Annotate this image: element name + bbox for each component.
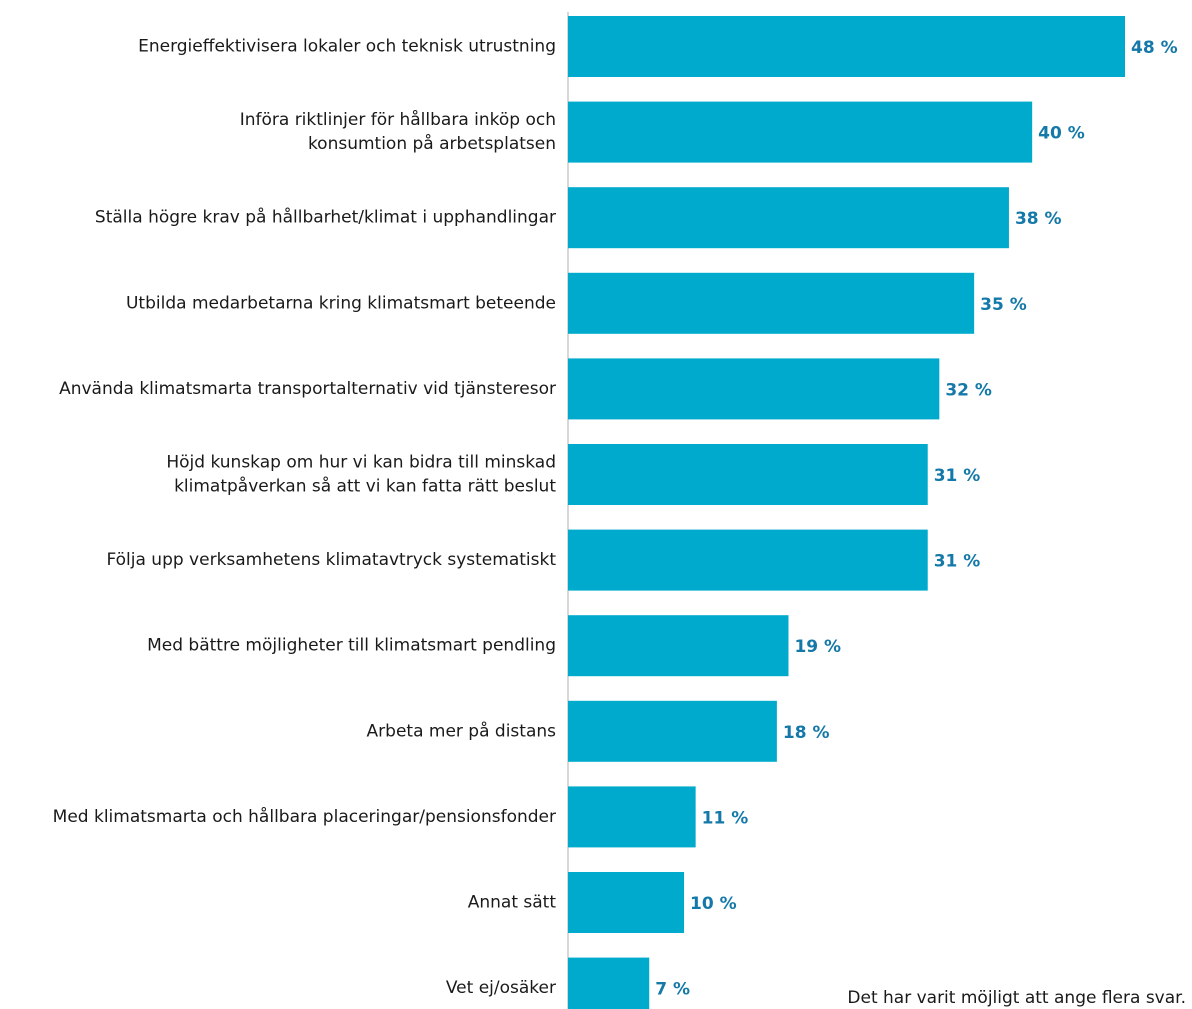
- value-label-1: 48 %: [1131, 38, 1178, 58]
- category-label-2: Införa riktlinjer för hållbara inköp och…: [240, 109, 556, 154]
- bar-6: [568, 444, 928, 505]
- category-labels-group: Energieffektivisera lokaler och teknisk …: [53, 37, 557, 999]
- bar-4: [568, 272, 975, 334]
- bar-7: [568, 529, 928, 591]
- value-label-9: 18 %: [783, 723, 830, 743]
- bar-5: [568, 358, 940, 420]
- category-label-11: Annat sätt: [468, 893, 557, 913]
- value-label-2: 40 %: [1038, 124, 1085, 144]
- value-label-8: 19 %: [794, 637, 841, 657]
- category-label-5: Använda klimatsmarta transportalternativ…: [59, 379, 556, 399]
- value-label-11: 10 %: [690, 894, 737, 914]
- category-label-8: Med bättre möjligheter till klimatsmart …: [147, 636, 556, 656]
- category-label-1: Energieffektivisera lokaler och teknisk …: [138, 37, 556, 57]
- bar-1: [568, 16, 1125, 77]
- value-label-12: 7 %: [655, 980, 690, 1000]
- bar-12: [568, 957, 650, 1009]
- bar-3: [568, 187, 1009, 249]
- category-label-3: Ställa högre krav på hållbarhet/klimat i…: [95, 207, 556, 228]
- bars-group: [568, 16, 1125, 1009]
- value-label-10: 11 %: [702, 808, 749, 828]
- bar-10: [568, 786, 696, 848]
- category-label-9: Arbeta mer på distans: [367, 720, 557, 741]
- footnote: Det har varit möjligt att ange flera sva…: [847, 988, 1186, 1008]
- category-label-6: Höjd kunskap om hur vi kan bidra till mi…: [166, 453, 556, 497]
- value-label-6: 31 %: [934, 466, 981, 486]
- value-label-7: 31 %: [934, 552, 981, 572]
- bar-9: [568, 700, 777, 762]
- category-label-10: Med klimatsmarta och hållbara placeringa…: [53, 806, 556, 827]
- value-label-3: 38 %: [1015, 209, 1062, 229]
- value-label-5: 32 %: [945, 380, 992, 400]
- category-label-7: Följa upp verksamhetens klimatavtryck sy…: [106, 550, 556, 570]
- category-label-12: Vet ej/osäker: [446, 978, 556, 998]
- value-labels-group: 48 % 40 % 38 % 35 % 32 % 31 % 31 % 19 % 18 % 11 %…: [655, 38, 1177, 1000]
- bar-2: [568, 101, 1033, 163]
- value-label-4: 35 %: [980, 295, 1027, 315]
- bar-11: [568, 872, 685, 933]
- bar-8: [568, 615, 789, 677]
- category-label-4: Utbilda medarbetarna kring klimatsmart b…: [126, 293, 556, 313]
